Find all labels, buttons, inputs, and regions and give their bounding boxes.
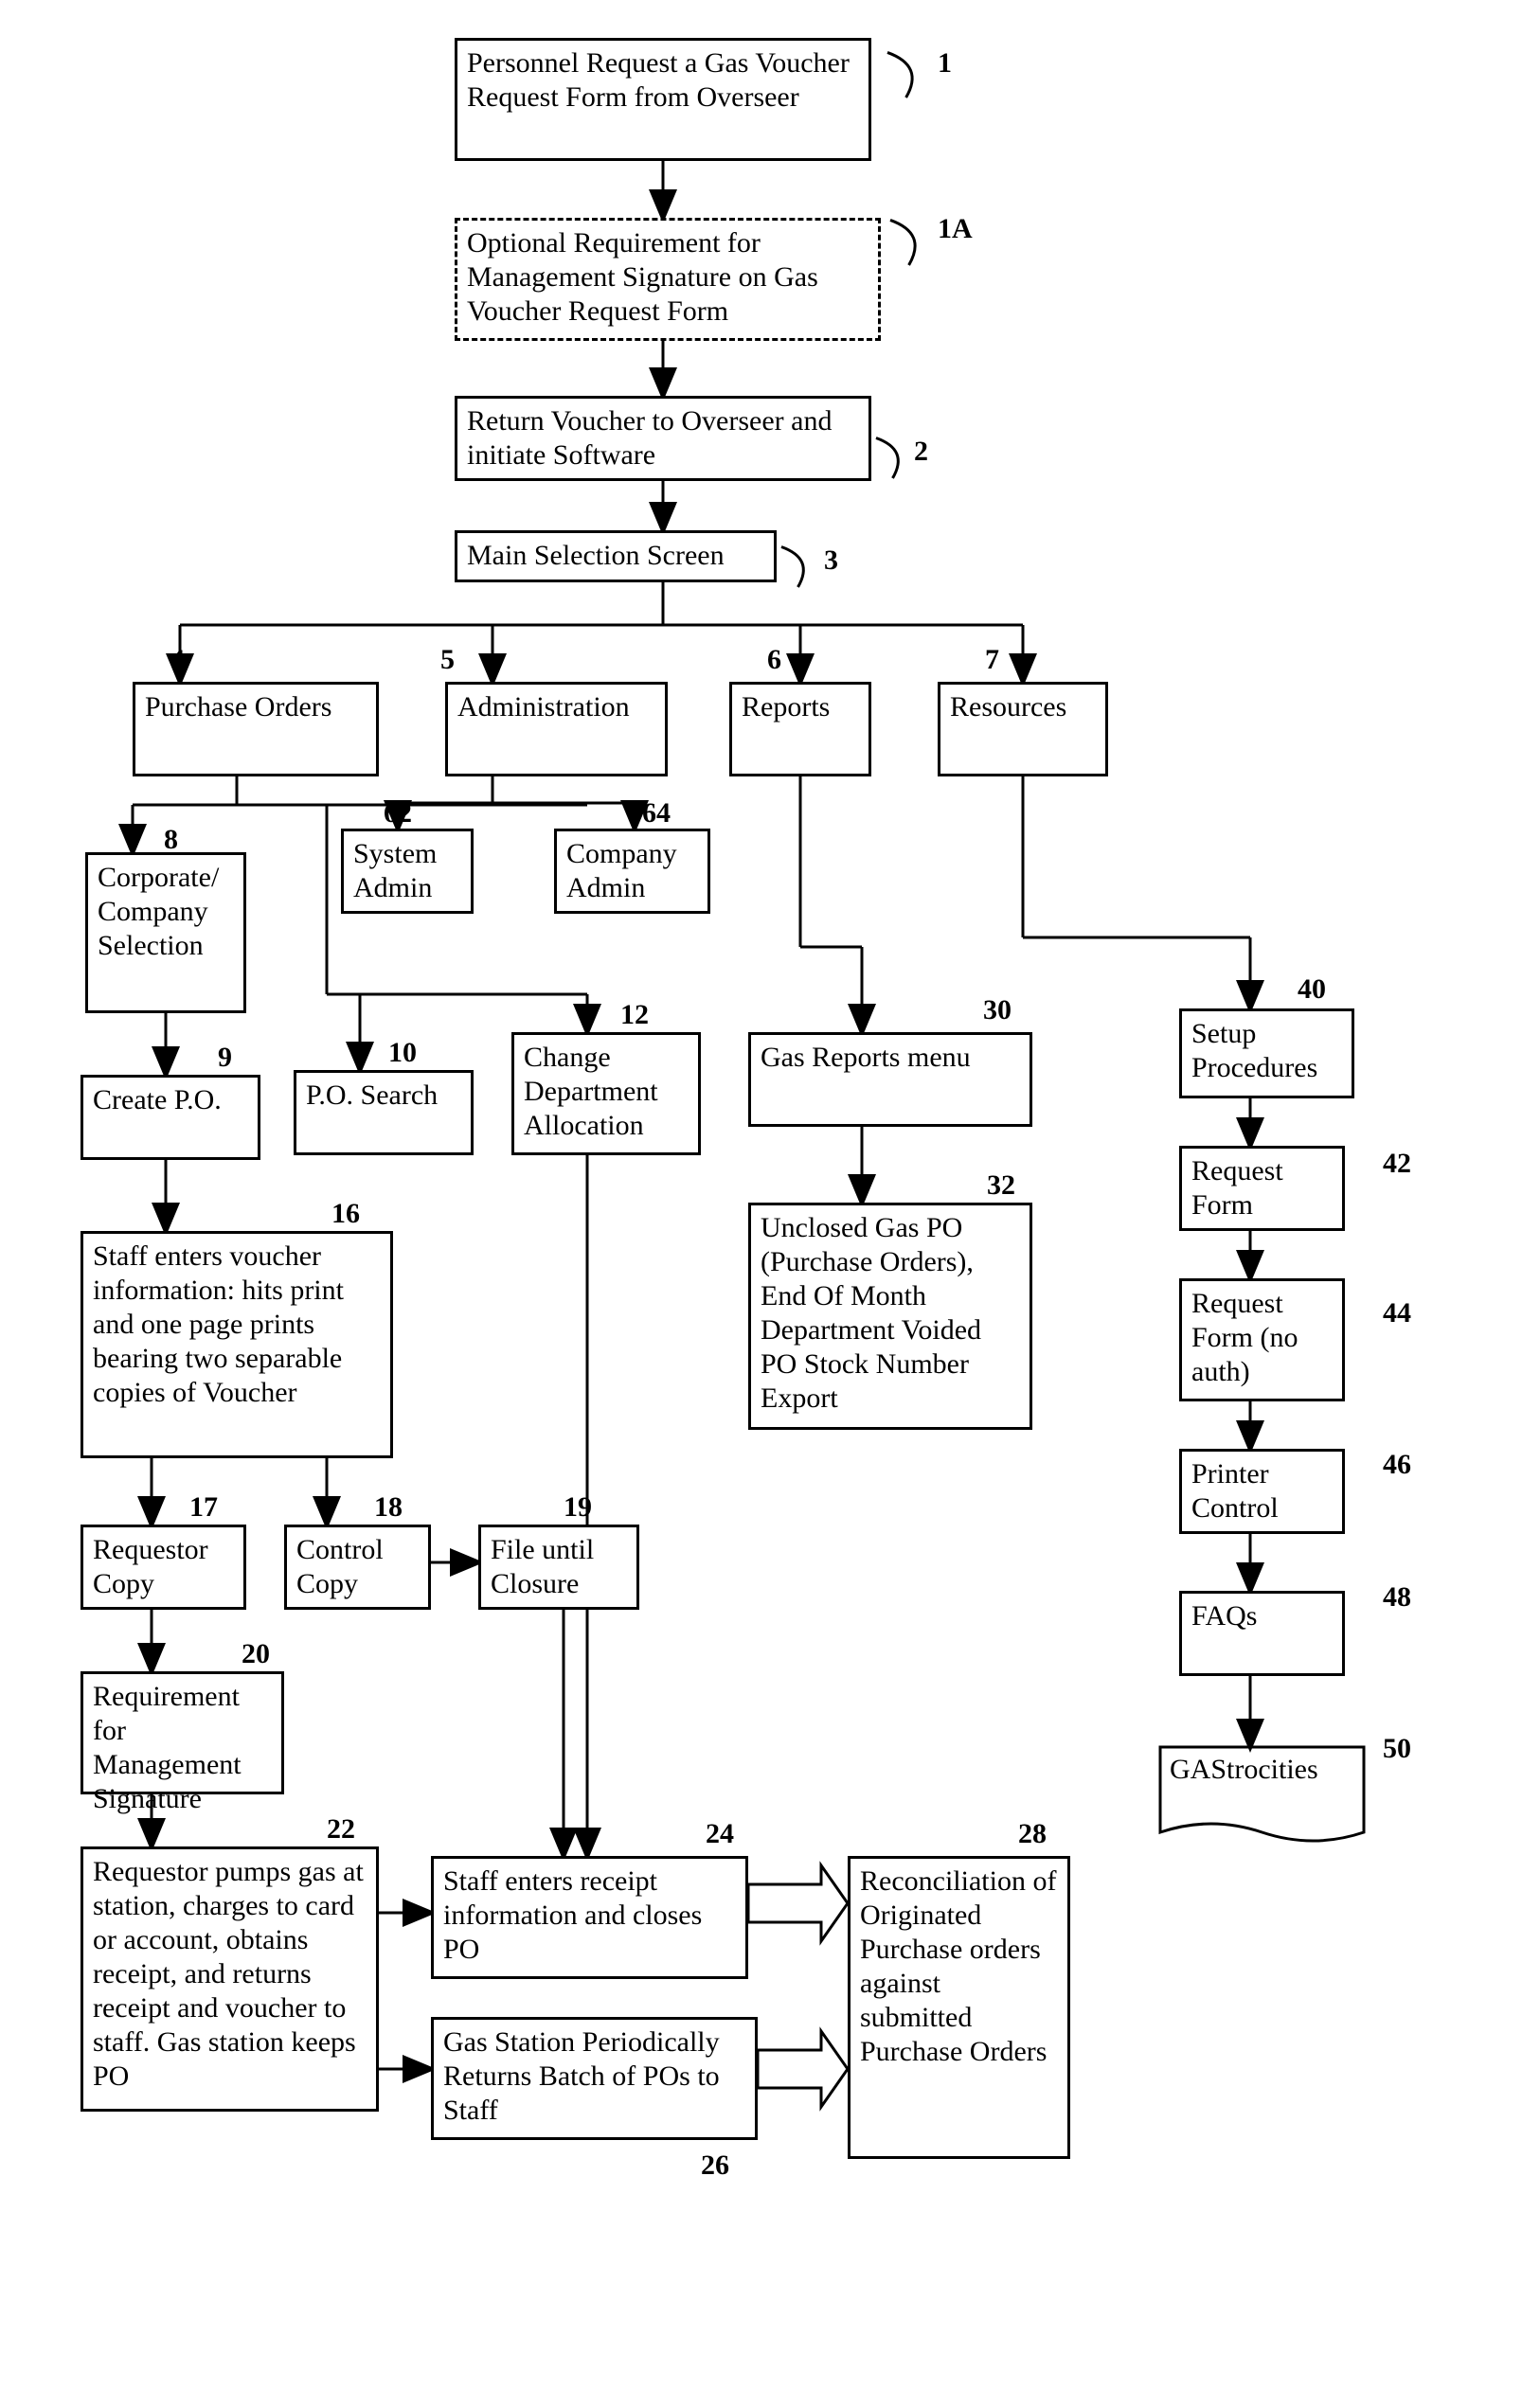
node-n44: Request Form (no auth) — [1179, 1278, 1345, 1401]
ref-label: 16 — [331, 1198, 360, 1230]
node-n30: Gas Reports menu — [748, 1032, 1032, 1127]
ref-label: 46 — [1383, 1449, 1411, 1481]
ref-label: 44 — [1383, 1297, 1411, 1329]
ref-label: 8 — [164, 824, 178, 856]
node-n1a: Optional Requirement for Management Sign… — [455, 218, 881, 341]
ref-label: 32 — [987, 1169, 1015, 1202]
node-n50: GAStrocities — [1160, 1747, 1364, 1832]
node-n22: Requestor pumps gas at station, charges … — [81, 1846, 379, 2112]
ref-label: 50 — [1383, 1733, 1411, 1765]
ref-label: 2 — [914, 436, 928, 468]
ref-label: 6 — [767, 644, 781, 676]
node-n20: Requirement for Management Signature — [81, 1671, 284, 1794]
node-n17: Requestor Copy — [81, 1525, 246, 1610]
ref-label: 24 — [706, 1818, 734, 1850]
node-n4: Purchase Orders — [133, 682, 379, 776]
node-n12: Change Department Allocation — [511, 1032, 701, 1155]
ref-label: 17 — [189, 1491, 218, 1524]
ref-label: 19 — [564, 1491, 592, 1524]
ref-label: 30 — [983, 994, 1012, 1026]
node-n42: Request Form — [1179, 1146, 1345, 1231]
ref-label: 9 — [218, 1042, 232, 1074]
ref-label: 28 — [1018, 1818, 1047, 1850]
ref-label: 42 — [1383, 1148, 1411, 1180]
ref-label: 10 — [388, 1037, 417, 1069]
node-n6: Reports — [729, 682, 871, 776]
ref-label: 1 — [938, 47, 952, 80]
ref-label: 1A — [938, 213, 973, 245]
node-n19: File until Closure — [478, 1525, 639, 1610]
node-n7: Resources — [938, 682, 1108, 776]
node-n8: Corporate/ Company Selection — [85, 852, 246, 1013]
node-n40: Setup Procedures — [1179, 1008, 1354, 1098]
node-n64: Company Admin — [554, 829, 710, 914]
ref-label: 22 — [327, 1813, 355, 1846]
ref-label: 62 — [384, 797, 412, 829]
node-n48: FAQs — [1179, 1591, 1345, 1676]
node-n1: Personnel Request a Gas Voucher Request … — [455, 38, 871, 161]
ref-label: 26 — [701, 2149, 729, 2182]
node-n2: Return Voucher to Overseer and initiate … — [455, 396, 871, 481]
ref-label: 4 — [170, 644, 185, 676]
node-n26: Gas Station Periodically Returns Batch o… — [431, 2017, 758, 2140]
node-n3: Main Selection Screen — [455, 530, 777, 582]
node-n32: Unclosed Gas PO (Purchase Orders), End O… — [748, 1203, 1032, 1430]
node-n62: System Admin — [341, 829, 474, 914]
node-n46: Printer Control — [1179, 1449, 1345, 1534]
ref-label: 12 — [620, 999, 649, 1031]
node-n18: Control Copy — [284, 1525, 431, 1610]
ref-label: 3 — [824, 544, 838, 577]
node-n9: Create P.O. — [81, 1075, 260, 1160]
node-n10: P.O. Search — [294, 1070, 474, 1155]
node-n24: Staff enters receipt information and clo… — [431, 1856, 748, 1979]
node-n16: Staff enters voucher information: hits p… — [81, 1231, 393, 1458]
node-n5: Administration — [445, 682, 668, 776]
ref-label: 5 — [440, 644, 455, 676]
flowchart-canvas: Personnel Request a Gas Voucher Request … — [0, 0, 1540, 2408]
ref-label: 64 — [642, 797, 671, 829]
node-n28: Reconciliation of Originated Purchase or… — [848, 1856, 1070, 2159]
ref-label: 48 — [1383, 1581, 1411, 1614]
ref-label: 40 — [1298, 973, 1326, 1006]
ref-label: 20 — [242, 1638, 270, 1670]
ref-label: 18 — [374, 1491, 403, 1524]
ref-label: 7 — [985, 644, 999, 676]
